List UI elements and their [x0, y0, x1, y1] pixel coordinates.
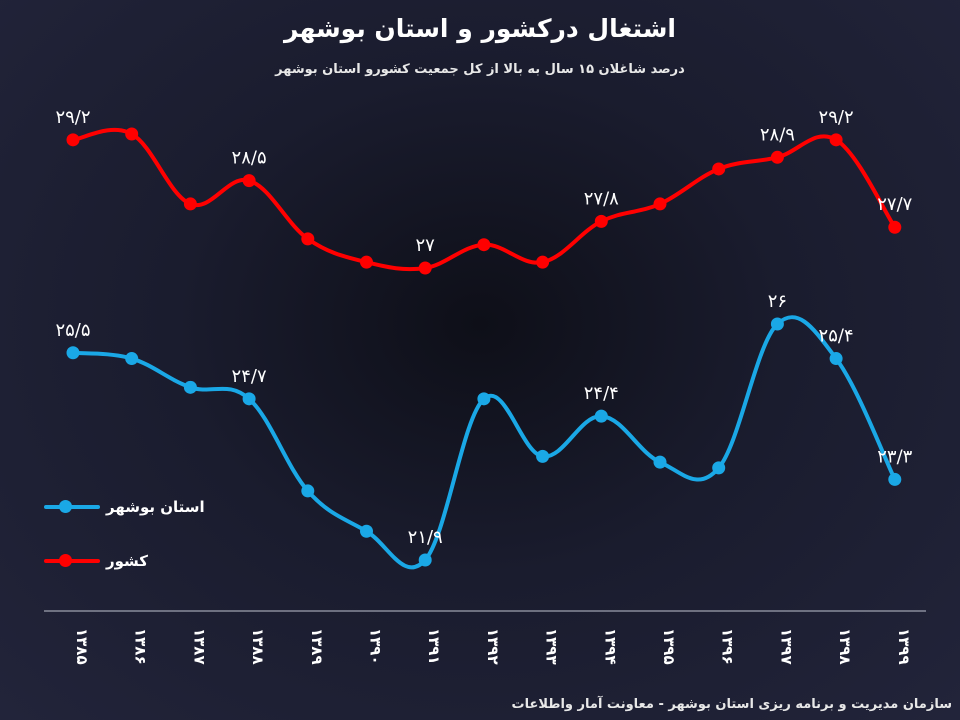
- x-tick-label: ۱۳۹۳: [543, 628, 561, 665]
- data-point: [418, 261, 432, 275]
- data-point: [594, 409, 608, 423]
- data-point: [125, 127, 139, 141]
- data-label: ۲۳/۳: [877, 446, 912, 467]
- legend-item-country: کشور: [44, 552, 148, 570]
- data-point: [829, 352, 843, 366]
- series-line-province: [71, 315, 897, 570]
- data-point: [653, 455, 667, 469]
- data-point: [301, 232, 315, 246]
- data-point: [360, 255, 373, 269]
- data-point: [301, 484, 315, 498]
- x-tick-label: ۱۳۹۱: [425, 628, 443, 665]
- data-point: [536, 255, 550, 269]
- data-label: ۲۱/۹: [408, 527, 443, 548]
- x-tick-label: ۱۳۸۵: [73, 628, 91, 665]
- data-point: [770, 150, 784, 164]
- data-point: [125, 352, 139, 366]
- data-label: ۲۷/۸: [584, 188, 619, 209]
- source-note: سازمان مدیریت و برنامه ریزی استان بوشهر …: [511, 697, 952, 712]
- data-label: ۲۵/۴: [819, 326, 854, 347]
- data-label: ۲۵/۵: [55, 320, 90, 341]
- data-point: [360, 524, 373, 538]
- x-tick-label: ۱۳۹۷: [777, 628, 795, 665]
- data-label: ۲۸/۹: [760, 124, 795, 145]
- data-point: [183, 380, 197, 394]
- x-tick-label: ۱۳۸۷: [190, 628, 208, 665]
- chart-subtitle: درصد شاغلان ۱۵ سال به بالا از کل جمعیت ک…: [275, 62, 685, 77]
- legend-swatch-province: [44, 500, 100, 513]
- data-label: ۲۶: [768, 291, 787, 312]
- data-point: [594, 214, 608, 228]
- data-label: ۲۸/۵: [232, 148, 267, 169]
- data-point: [653, 197, 667, 211]
- legend-swatch-country: [44, 554, 100, 567]
- data-point: [888, 220, 902, 234]
- data-point: [66, 133, 80, 147]
- x-tick-label: ۱۳۹۵: [660, 628, 678, 665]
- x-tick-label: ۱۳۸۸: [249, 628, 267, 665]
- x-tick-label: ۱۳۹۹: [895, 628, 913, 665]
- data-point: [712, 461, 726, 475]
- data-label: ۲۹/۲: [55, 107, 90, 128]
- data-point: [242, 174, 256, 188]
- legend-label-country: کشور: [106, 552, 149, 570]
- data-label: ۲۹/۲: [819, 107, 854, 128]
- x-tick-label: ۱۳۹۴: [601, 628, 619, 665]
- x-tick-label: ۱۳۹۲: [484, 628, 502, 665]
- data-point: [712, 162, 726, 176]
- x-tick-label: ۱۳۹۶: [719, 628, 737, 665]
- x-tick-label: ۱۳۸۹: [308, 628, 326, 665]
- x-tick-label: ۱۳۹۸: [836, 628, 854, 665]
- data-point: [888, 472, 902, 486]
- data-label: ۲۴/۷: [232, 366, 267, 387]
- data-point: [770, 317, 784, 331]
- data-point: [536, 449, 550, 463]
- data-label: ۲۷: [416, 235, 436, 256]
- legend-item-province: استان بوشهر: [44, 498, 205, 516]
- data-point: [477, 238, 491, 252]
- data-point: [242, 392, 256, 406]
- data-point: [183, 197, 197, 211]
- legend-label-province: استان بوشهر: [106, 498, 205, 516]
- data-point: [829, 133, 843, 147]
- data-label: ۲۴/۴: [584, 383, 619, 404]
- data-label: ۲۷/۷: [877, 194, 912, 215]
- data-point: [418, 553, 432, 567]
- data-point: [66, 346, 80, 360]
- x-tick-label: ۱۳۸۶: [132, 628, 150, 665]
- chart-title: اشتغال درکشور و استان بوشهر: [284, 14, 676, 43]
- data-point: [477, 392, 491, 406]
- x-tick-label: ۱۳۹۰: [367, 628, 385, 665]
